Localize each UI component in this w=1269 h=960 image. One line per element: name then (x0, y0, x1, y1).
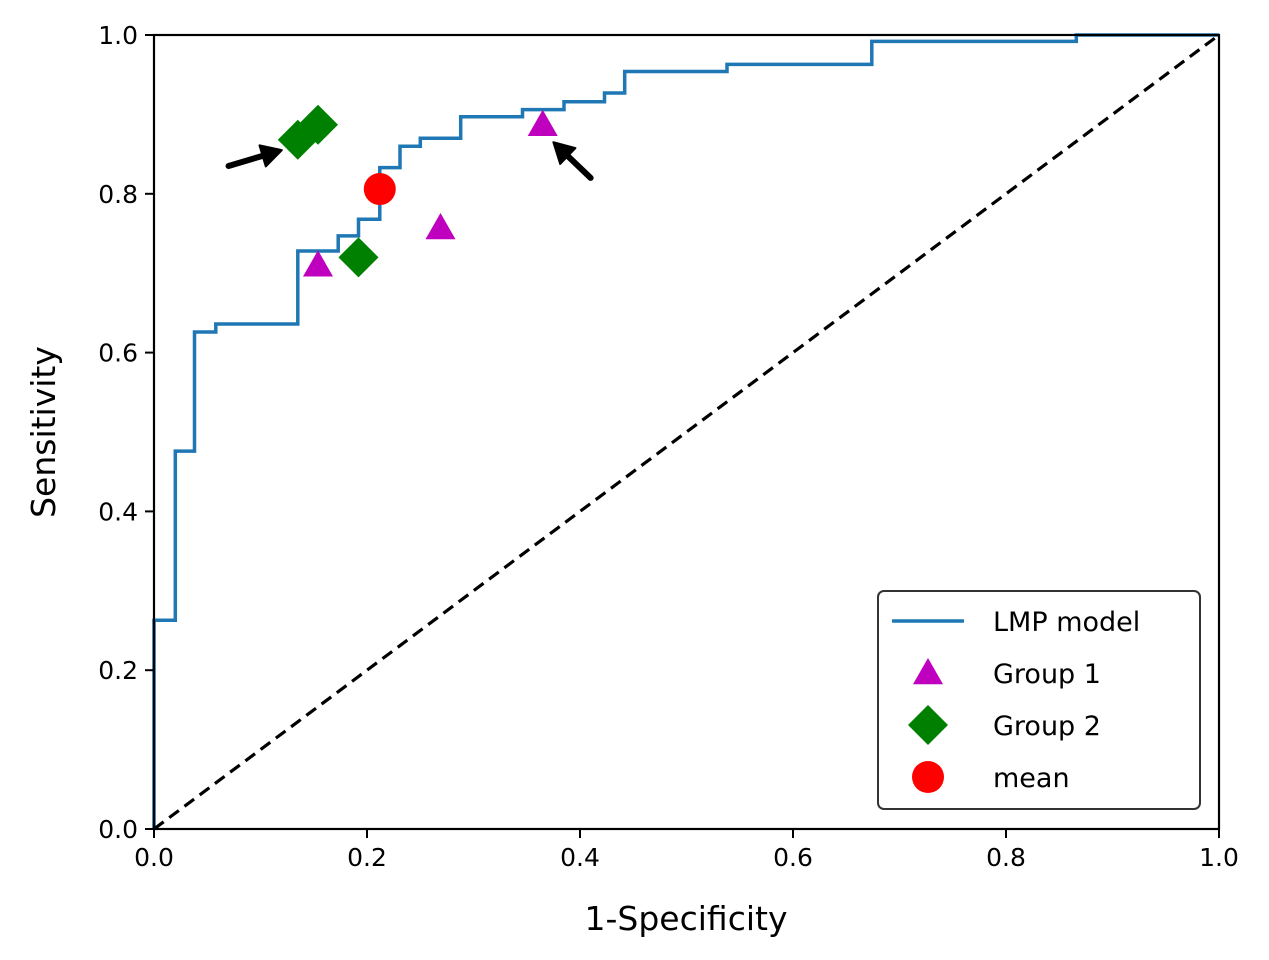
y-tick-label: 0.2 (98, 656, 138, 685)
annotation-arrow-shaft-0 (225, 152, 266, 170)
annotation-arrow-head-0 (258, 144, 283, 168)
legend-circle-swatch (912, 761, 944, 793)
x-tick-label: 0.6 (773, 843, 813, 872)
group-1-point-2 (527, 109, 558, 136)
axes (152, 33, 1221, 831)
mean-point-0 (363, 173, 396, 206)
ticks: 0.0 0.2 0.4 0.6 0.8 1.0 0.0 0.2 0.4 0.6 0.8 1.0 (98, 21, 1239, 872)
x-tick-label: 0.4 (560, 843, 600, 872)
y-tick-label: 0.0 (98, 815, 138, 844)
chance-diagonal-line (153, 33, 1220, 831)
y-axis-title: Sensitivity (24, 346, 63, 518)
y-tick-label: 0.4 (98, 497, 138, 526)
y-tick-label: 0.8 (98, 180, 138, 209)
x-axis-title: 1-Specificity (585, 899, 788, 938)
legend-box (877, 590, 1201, 810)
y-tick-label: 1.0 (98, 21, 138, 50)
group-1-point-0 (303, 250, 334, 277)
legend-label: Group 1 (993, 659, 1101, 690)
legend-label: LMP model (993, 607, 1140, 638)
legend-label: mean (993, 763, 1070, 794)
axes-frame (152, 33, 1221, 831)
legend-triangle-swatch (913, 658, 943, 685)
group-2-point-2 (338, 237, 379, 278)
legend: LMP model Group 1 Group 2 mean (877, 590, 1201, 810)
x-tick-label: 0.2 (347, 843, 387, 872)
legend-label: Group 2 (993, 711, 1101, 742)
x-tick-label: 0.0 (134, 843, 174, 872)
group-2-point-1 (298, 104, 339, 145)
annotation-arrow-shaft-1 (564, 153, 594, 181)
roc-curve-line (152, 33, 1219, 829)
annotation-arrow-head-1 (552, 141, 577, 165)
plot-area (152, 33, 1220, 831)
x-tick-label: 0.8 (986, 843, 1026, 872)
group-1-point-1 (425, 212, 456, 240)
y-tick-label: 0.6 (98, 339, 138, 368)
legend-diamond-swatch (908, 705, 948, 745)
x-tick-label: 1.0 (1199, 843, 1239, 872)
